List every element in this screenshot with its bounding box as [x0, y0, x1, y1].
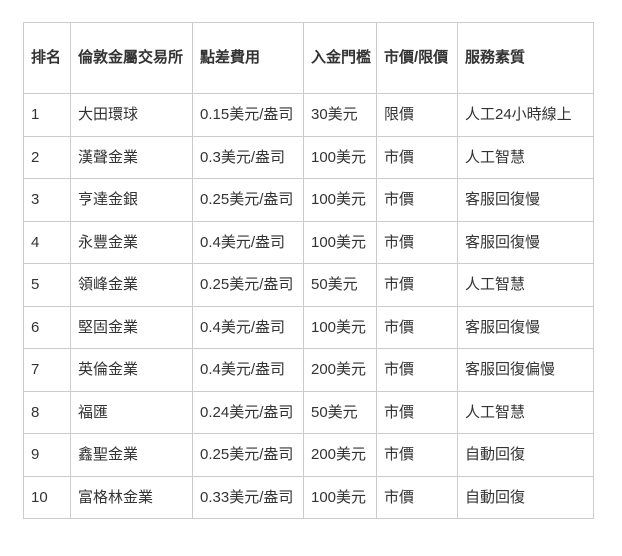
table-cell-service-quality: 客服回復慢: [457, 178, 594, 222]
table-cell-service-quality: 客服回復慢: [457, 305, 594, 349]
header-cell-service-quality: 服務素質: [457, 22, 594, 94]
table-cell-spread-fee: 0.3美元/盎司: [192, 135, 304, 179]
table-cell-rank: 9: [23, 433, 71, 477]
table-cell-deposit-threshold: 100美元: [303, 220, 377, 264]
table-cell-rank: 6: [23, 305, 71, 349]
table-cell-rank: 8: [23, 390, 71, 434]
table-row: 10 富格林金業 0.33美元/盎司 100美元 市價 自動回復: [23, 475, 594, 519]
table-cell-spread-fee: 0.25美元/盎司: [192, 433, 304, 477]
table-cell-service-quality: 人工智慧: [457, 263, 594, 307]
table-row: 9 鑫聖金業 0.25美元/盎司 200美元 市價 自動回復: [23, 433, 594, 477]
table-cell-exchange: 漢聲金業: [70, 135, 193, 179]
table-cell-exchange: 大田環球: [70, 93, 193, 137]
table-cell-exchange: 領峰金業: [70, 263, 193, 307]
table-cell-deposit-threshold: 100美元: [303, 475, 377, 519]
table-cell-rank: 3: [23, 178, 71, 222]
table-cell-service-quality: 人工智慧: [457, 390, 594, 434]
table-cell-deposit-threshold: 30美元: [303, 93, 377, 137]
table-cell-order-type: 限價: [376, 93, 458, 137]
table-cell-order-type: 市價: [376, 178, 458, 222]
table-row: 7 英倫金業 0.4美元/盎司 200美元 市價 客服回復偏慢: [23, 348, 594, 392]
table-cell-spread-fee: 0.15美元/盎司: [192, 93, 304, 137]
table-cell-order-type: 市價: [376, 263, 458, 307]
table-cell-rank: 5: [23, 263, 71, 307]
table-cell-exchange: 福匯: [70, 390, 193, 434]
table-cell-spread-fee: 0.4美元/盎司: [192, 305, 304, 349]
table-cell-spread-fee: 0.25美元/盎司: [192, 263, 304, 307]
table-cell-service-quality: 自動回復: [457, 433, 594, 477]
table-cell-spread-fee: 0.33美元/盎司: [192, 475, 304, 519]
table-cell-deposit-threshold: 50美元: [303, 390, 377, 434]
table-row: 8 福匯 0.24美元/盎司 50美元 市價 人工智慧: [23, 390, 594, 434]
table-row: 4 永豐金業 0.4美元/盎司 100美元 市價 客服回復慢: [23, 220, 594, 264]
table-head: 排名 倫敦金屬交易所 點差費用 入金門檻 市價/限價 服務素質: [23, 22, 594, 94]
table-header-row: 排名 倫敦金屬交易所 點差費用 入金門檻 市價/限價 服務素質: [23, 22, 594, 94]
table-cell-order-type: 市價: [376, 135, 458, 179]
table-cell-exchange: 富格林金業: [70, 475, 193, 519]
table-cell-exchange: 鑫聖金業: [70, 433, 193, 477]
comparison-table: 排名 倫敦金屬交易所 點差費用 入金門檻 市價/限價 服務素質 1 大田環球 0.15美元/盎…: [23, 22, 594, 519]
table-cell-service-quality: 人工智慧: [457, 135, 594, 179]
table-row: 6 堅固金業 0.4美元/盎司 100美元 市價 客服回復慢: [23, 305, 594, 349]
table-cell-exchange: 堅固金業: [70, 305, 193, 349]
table-cell-exchange: 亨達金銀: [70, 178, 193, 222]
table-cell-service-quality: 客服回復偏慢: [457, 348, 594, 392]
table-cell-rank: 10: [23, 475, 71, 519]
table-cell-exchange: 永豐金業: [70, 220, 193, 264]
table-cell-deposit-threshold: 200美元: [303, 433, 377, 477]
table-cell-order-type: 市價: [376, 220, 458, 264]
table-cell-order-type: 市價: [376, 305, 458, 349]
table-cell-deposit-threshold: 100美元: [303, 135, 377, 179]
table-cell-order-type: 市價: [376, 475, 458, 519]
table-cell-spread-fee: 0.24美元/盎司: [192, 390, 304, 434]
table-cell-order-type: 市價: [376, 348, 458, 392]
table-row: 2 漢聲金業 0.3美元/盎司 100美元 市價 人工智慧: [23, 135, 594, 179]
table-cell-service-quality: 人工24小時線上: [457, 93, 594, 137]
table-cell-rank: 2: [23, 135, 71, 179]
comparison-table-container: 排名 倫敦金屬交易所 點差費用 入金門檻 市價/限價 服務素質 1 大田環球 0.15美元/盎…: [23, 22, 594, 519]
header-cell-deposit-threshold: 入金門檻: [303, 22, 377, 94]
header-cell-spread-fee: 點差費用: [192, 22, 304, 94]
table-cell-deposit-threshold: 50美元: [303, 263, 377, 307]
table-cell-deposit-threshold: 100美元: [303, 178, 377, 222]
table-cell-deposit-threshold: 100美元: [303, 305, 377, 349]
table-cell-deposit-threshold: 200美元: [303, 348, 377, 392]
table-cell-spread-fee: 0.25美元/盎司: [192, 178, 304, 222]
header-cell-exchange: 倫敦金屬交易所: [70, 22, 193, 94]
table-row: 5 領峰金業 0.25美元/盎司 50美元 市價 人工智慧: [23, 263, 594, 307]
table-row: 1 大田環球 0.15美元/盎司 30美元 限價 人工24小時線上: [23, 93, 594, 137]
table-cell-rank: 4: [23, 220, 71, 264]
table-cell-service-quality: 自動回復: [457, 475, 594, 519]
table-row: 3 亨達金銀 0.25美元/盎司 100美元 市價 客服回復慢: [23, 178, 594, 222]
table-cell-order-type: 市價: [376, 390, 458, 434]
table-cell-exchange: 英倫金業: [70, 348, 193, 392]
table-cell-spread-fee: 0.4美元/盎司: [192, 348, 304, 392]
table-cell-order-type: 市價: [376, 433, 458, 477]
table-cell-rank: 1: [23, 93, 71, 137]
table-cell-service-quality: 客服回復慢: [457, 220, 594, 264]
table-cell-spread-fee: 0.4美元/盎司: [192, 220, 304, 264]
table-body: 1 大田環球 0.15美元/盎司 30美元 限價 人工24小時線上 2 漢聲金業 0.3美元/盎…: [23, 93, 594, 519]
table-cell-rank: 7: [23, 348, 71, 392]
header-cell-order-type: 市價/限價: [376, 22, 458, 94]
header-cell-rank: 排名: [23, 22, 71, 94]
